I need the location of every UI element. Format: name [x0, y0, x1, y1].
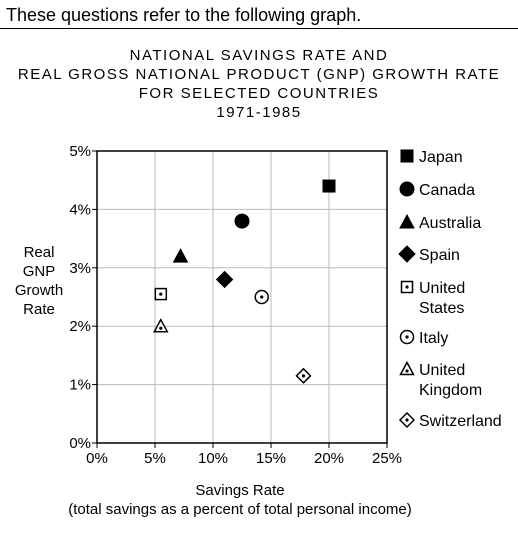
marker-center-dot [159, 292, 163, 296]
intro-text: These questions refer to the following g… [6, 5, 362, 25]
circle-marker-shape [234, 213, 250, 229]
legend-label-switzerland: Switzerland [419, 413, 502, 430]
x-tick-label: 25% [372, 450, 402, 467]
chart-title-line-2: REAL GROSS NATIONAL PRODUCT (GNP) GROWTH… [17, 66, 501, 83]
data-point-spain [215, 270, 234, 289]
y-axis-label-line-2: GNP [22, 263, 56, 280]
legend-label-united-states: States [419, 300, 464, 317]
legend-marker-united-kingdom [399, 360, 415, 376]
y-tick-label: 4% [69, 201, 91, 218]
legend-label-australia: Australia [419, 215, 481, 232]
x-axis-label-line-2: (total savings as a percent of total per… [68, 501, 412, 518]
y-axis-label-line-1: Real [23, 244, 55, 261]
x-tick-label: 20% [314, 450, 344, 467]
y-axis-label-line-4: Rate [23, 301, 55, 318]
y-axis-label-line-3: Growth [14, 282, 64, 299]
y-tick-label: 2% [69, 318, 91, 335]
plot-frame [96, 150, 388, 444]
marker-center-dot [405, 285, 409, 289]
y-tick-label: 0% [69, 435, 91, 452]
marker-center-dot [405, 418, 409, 422]
marker-center-dot [405, 369, 409, 373]
x-tick-label: 0% [86, 450, 108, 467]
x-tick-label: 5% [144, 450, 166, 467]
x-axis-label-line-1: Savings Rate [195, 482, 285, 499]
legend-label-italy: Italy [419, 330, 448, 347]
legend-label-canada: Canada [419, 182, 475, 199]
x-tick-label: 10% [198, 450, 228, 467]
chart-title-line-1: NATIONAL SAVINGS RATE AND [129, 47, 389, 64]
data-point-italy [254, 289, 269, 305]
legend-marker-canada [399, 181, 415, 197]
legend-label-united-states: United [419, 280, 465, 297]
data-point-switzerland [295, 367, 312, 384]
triangle-marker-shape [172, 248, 189, 263]
data-point-canada [234, 213, 250, 229]
triangle-marker-shape [153, 318, 169, 333]
chart-title-line-3: FOR SELECTED COUNTRIES [138, 85, 380, 102]
x-tick-label: 15% [256, 450, 286, 467]
legend-label-united-kingdom: United [419, 362, 465, 379]
circle-marker-shape [399, 181, 415, 197]
legend-marker-italy [399, 329, 415, 345]
marker-center-dot [260, 295, 264, 299]
legend-marker-japan [400, 149, 414, 163]
legend-marker-switzerland [398, 411, 416, 429]
legend-label-united-kingdom: Kingdom [419, 382, 482, 399]
diamond-marker-shape [398, 245, 416, 263]
legend-marker-australia [399, 213, 415, 229]
data-point-japan [322, 179, 336, 193]
marker-center-dot [405, 335, 409, 339]
marker-center-dot [301, 374, 306, 378]
square-marker-shape [322, 179, 336, 193]
legend-marker-spain [398, 245, 416, 263]
marker-center-dot [159, 326, 163, 330]
triangle-marker-shape [399, 213, 415, 229]
y-tick-label: 3% [69, 260, 91, 277]
chart-title-line-4: 1971-1985 [216, 104, 302, 121]
data-point-united-states [154, 287, 168, 301]
legend-marker-united-states [400, 280, 414, 294]
legend-label-japan: Japan [419, 149, 463, 166]
y-tick-label: 5% [69, 143, 91, 160]
triangle-marker-shape [399, 360, 415, 376]
data-point-australia [172, 248, 189, 263]
legend-label-spain: Spain [419, 247, 460, 264]
diamond-marker-shape [215, 270, 234, 289]
y-tick-label: 1% [69, 377, 91, 394]
square-marker-shape [400, 149, 414, 163]
data-point-united-kingdom [153, 318, 169, 333]
divider-line [0, 28, 518, 29]
